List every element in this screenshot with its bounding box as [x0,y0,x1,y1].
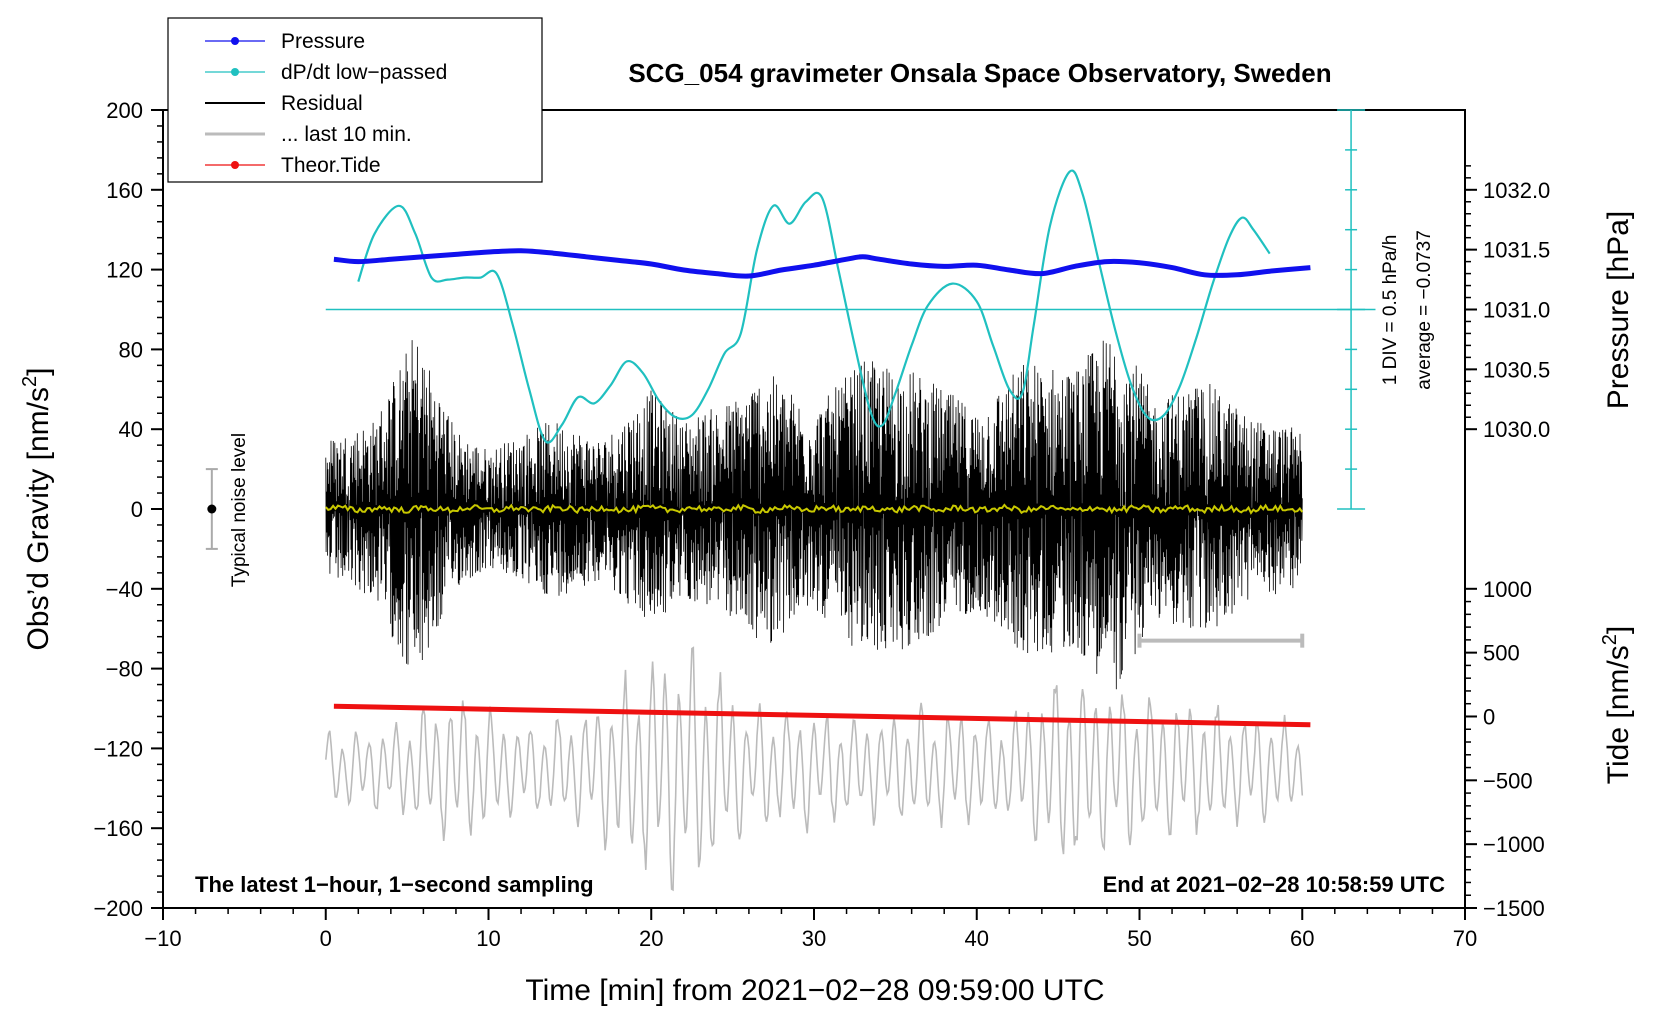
legend-label: Pressure [281,30,365,53]
y-tick-label: 120 [106,258,143,283]
pressure-tick-label: 1032.0 [1483,178,1550,203]
series-dpdt [357,169,1271,444]
legend-label: Theor.Tide [281,154,381,177]
pressure-tick-label: 1031.5 [1483,238,1550,263]
x-tick-label: 0 [320,926,332,951]
y-axis-tide-label-main: Tide [nm/s [1602,645,1635,784]
series-theor-tide [333,703,1311,728]
series-pressure [333,248,1311,279]
y-tick-label: −200 [93,896,143,921]
tide-tick-label: 500 [1483,641,1520,666]
y-axis-left-label-end: ] [22,368,55,376]
legend-label: Residual [281,92,363,115]
y-axis-pressure-ticks: 1032.0 1031.5 1031.0 1030.5 1030.0 [1465,165,1550,442]
y-tick-label: 160 [106,178,143,203]
legend-label: dP/dt low−passed [281,61,447,84]
y-axis-left-label: Obs’d Gravity [nm/s2] [19,368,55,651]
y-axis-tide-ticks: 1000 500 0 −500 −1000 −1500 [1465,577,1545,921]
tide-tick-label: −1000 [1483,832,1545,857]
x-tick-label: 10 [476,926,500,951]
scale-div-label: 1 DIV = 0.5 hPa/h [1380,235,1401,386]
noise-label: Typical noise level [229,433,250,587]
legend-label: ... last 10 min. [281,123,412,146]
y-tick-label: 40 [119,417,143,442]
y-axis-tide-label: Tide [nm/s2] [1599,626,1635,784]
x-axis-label: Time [min] from 2021−02−28 09:59:00 UTC [525,974,1104,1007]
x-axis-ticks: −10 0 10 20 30 40 50 60 70 [144,908,1477,951]
x-tick-label: 20 [639,926,663,951]
y-axis-tide-label-sup: 2 [1599,634,1621,645]
y-tick-label: −160 [93,816,143,841]
tide-tick-label: −1500 [1483,896,1545,921]
x-tick-label: 60 [1290,926,1314,951]
x-tick-label: 50 [1127,926,1151,951]
tide-tick-label: 0 [1483,704,1495,729]
x-tick-label: 30 [802,926,826,951]
pressure-tick-label: 1030.0 [1483,417,1550,442]
legend: Pressure dP/dt low−passed Residual ... last… [167,17,543,183]
legend-marker [231,68,239,76]
y-axis-left-ticks: 200 160 120 80 40 0 −40 −80 −120 −160 −200 [93,98,163,921]
series-residual-lowpassed [325,503,1304,515]
tide-tick-label: −500 [1483,768,1533,793]
series-last-10-min [325,646,1304,892]
scale-avg-label: average = −0.0737 [1414,230,1435,390]
footer-left: The latest 1−hour, 1−second sampling [195,872,594,897]
tide-tick-label: 1000 [1483,577,1532,602]
pressure-tick-label: 1030.5 [1483,357,1550,382]
series-layer [205,109,1376,892]
x-tick-label: −10 [144,926,181,951]
legend-marker [231,37,239,45]
legend-box [167,17,543,183]
y-axis-pressure-label: Pressure [hPa] [1602,211,1635,409]
y-axis-left-label-sup: 2 [19,376,41,387]
footer-right: End at 2021−02−28 10:58:59 UTC [1103,872,1446,897]
x-tick-label: 40 [965,926,989,951]
series-residual [325,340,1303,690]
y-tick-label: −40 [106,577,143,602]
y-tick-label: 200 [106,98,143,123]
y-axis-tide-label-end: ] [1602,626,1635,634]
noise-bar-center-dot [207,504,217,514]
y-tick-label: −120 [93,736,143,761]
legend-marker [231,161,239,169]
y-tick-label: 80 [119,337,143,362]
x-tick-label: 70 [1453,926,1477,951]
pressure-tick-label: 1031.0 [1483,298,1550,323]
y-axis-left-label-main: Obs’d Gravity [nm/s [22,387,55,650]
y-tick-label: −80 [106,657,143,682]
y-tick-label: 0 [131,497,143,522]
chart-title: SCG_054 gravimeter Onsala Space Observat… [628,58,1331,88]
